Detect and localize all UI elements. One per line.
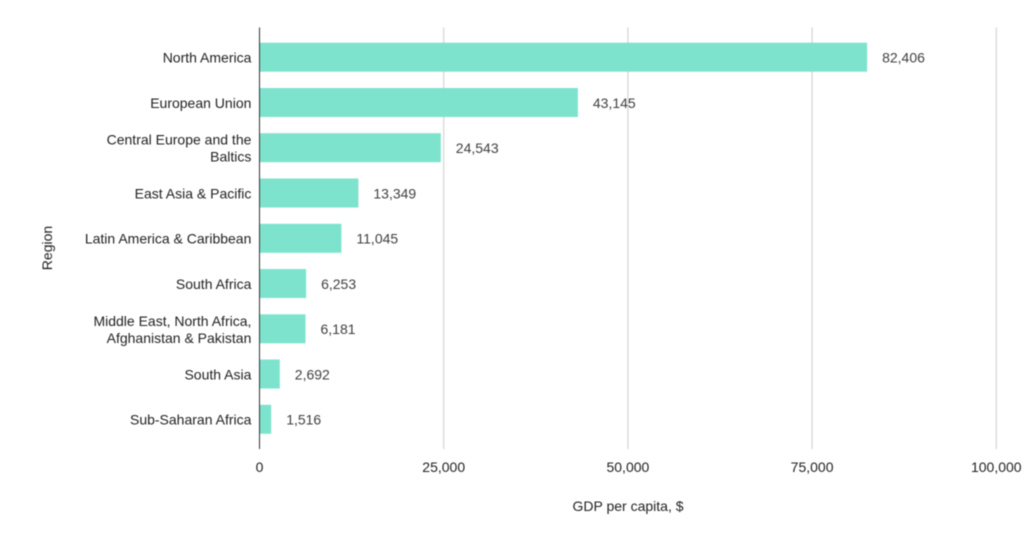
svg-text:25,000: 25,000 bbox=[422, 459, 465, 475]
svg-text:2,692: 2,692 bbox=[295, 366, 330, 382]
svg-text:43,145: 43,145 bbox=[593, 95, 636, 111]
svg-text:6,181: 6,181 bbox=[321, 321, 356, 337]
svg-text:50,000: 50,000 bbox=[606, 459, 649, 475]
svg-text:24,543: 24,543 bbox=[456, 140, 499, 156]
svg-text:11,045: 11,045 bbox=[356, 231, 398, 247]
svg-text:0: 0 bbox=[256, 459, 264, 475]
svg-text:South Africa: South Africa bbox=[176, 276, 252, 292]
svg-text:82,406: 82,406 bbox=[882, 50, 925, 66]
svg-text:Region: Region bbox=[39, 226, 55, 270]
svg-text:75,000: 75,000 bbox=[791, 459, 834, 475]
svg-text:13,349: 13,349 bbox=[373, 185, 416, 201]
svg-text:East Asia & Pacific: East Asia & Pacific bbox=[135, 185, 252, 201]
svg-text:Latin America & Caribbean: Latin America & Caribbean bbox=[85, 231, 252, 247]
svg-text:Baltics: Baltics bbox=[210, 149, 251, 165]
svg-text:South Asia: South Asia bbox=[184, 366, 251, 382]
svg-text:Middle East, North Africa,: Middle East, North Africa, bbox=[93, 313, 251, 329]
svg-text:100,000: 100,000 bbox=[971, 459, 1022, 475]
svg-text:Afghanistan & Pakistan: Afghanistan & Pakistan bbox=[107, 330, 252, 346]
svg-text:6,253: 6,253 bbox=[321, 276, 356, 292]
svg-text:Central Europe and the: Central Europe and the bbox=[107, 132, 252, 148]
svg-text:Sub-Saharan Africa: Sub-Saharan Africa bbox=[130, 412, 252, 428]
svg-text:North America: North America bbox=[163, 50, 252, 66]
svg-text:1,516: 1,516 bbox=[286, 412, 321, 428]
svg-text:GDP per capita, $: GDP per capita, $ bbox=[572, 498, 683, 514]
svg-text:European Union: European Union bbox=[150, 95, 251, 111]
